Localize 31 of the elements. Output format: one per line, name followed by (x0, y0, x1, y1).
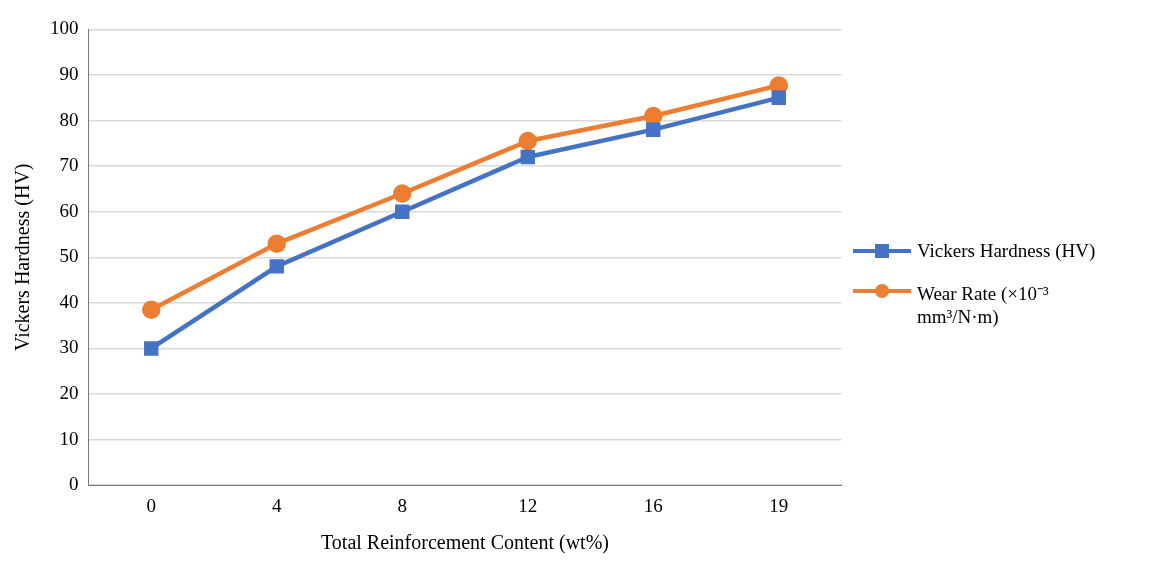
y-tick-label: 30 (59, 336, 79, 358)
x-axis-title: Total Reinforcement Content (wt%) (321, 531, 609, 555)
point (771, 90, 786, 105)
x-tick-label: 16 (643, 494, 663, 516)
y-tick-label: 100 (50, 17, 79, 39)
x-tick-label: 4 (272, 494, 282, 516)
point (646, 122, 661, 137)
y-tick-label: 80 (59, 108, 79, 130)
legend-label: Wear Rate (×10⁻³ mm³/N·m) (917, 282, 1050, 328)
y-tick-label: 90 (59, 62, 79, 84)
y-tick-label: 0 (69, 473, 79, 495)
y-tick-label: 40 (59, 290, 79, 312)
y-tick-label: 70 (59, 154, 79, 176)
point (142, 300, 161, 319)
y-tick-label: 60 (59, 199, 79, 221)
point (518, 131, 537, 151)
point (520, 149, 535, 165)
y-tick-label: 50 (59, 245, 79, 267)
y-tick-label: 20 (59, 382, 79, 404)
point (144, 341, 159, 356)
x-tick-label: 19 (769, 494, 789, 516)
x-tick-label: 8 (397, 494, 407, 516)
point (269, 259, 284, 274)
point (395, 204, 410, 219)
y-tick-label: 10 (59, 427, 79, 449)
x-tick-label: 0 (146, 494, 156, 516)
x-tick-label: 12 (518, 494, 538, 516)
point (267, 234, 286, 253)
point (393, 184, 412, 203)
legend-label: Vickers Hardness (HV) (917, 240, 1096, 262)
y-axis-title: Vickers Hardness (HV) (11, 163, 35, 352)
